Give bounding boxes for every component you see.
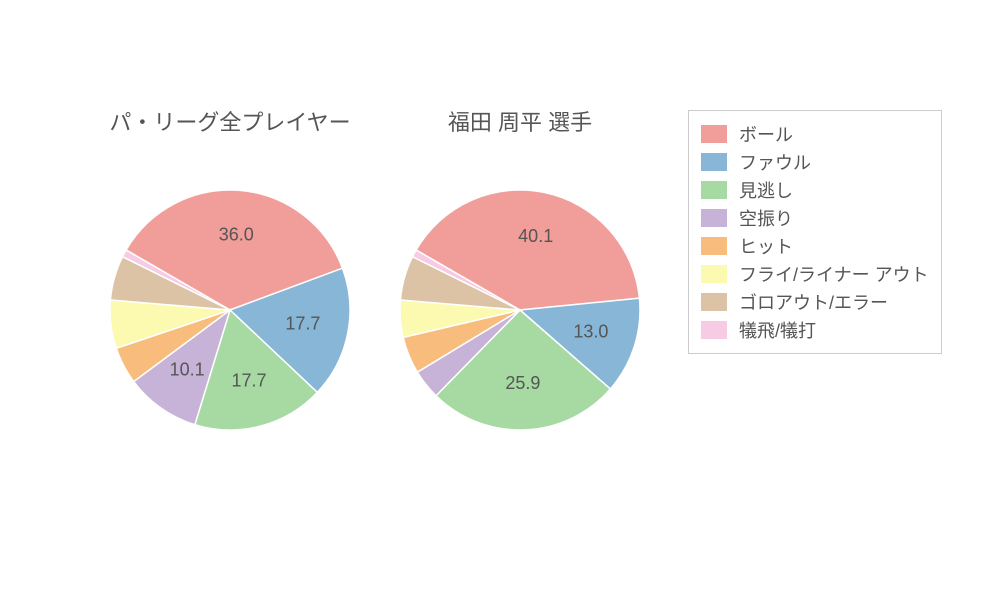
legend: ボールファウル見逃し空振りヒットフライ/ライナー アウトゴロアウト/エラー犠飛/… <box>688 110 942 354</box>
legend-label: ファウル <box>739 149 811 175</box>
pie-slice-label: 36.0 <box>219 225 254 245</box>
legend-label: 見逃し <box>739 177 793 203</box>
legend-swatch <box>701 209 727 227</box>
pie-slice-label: 25.9 <box>505 373 540 393</box>
legend-swatch <box>701 153 727 171</box>
pie-slice-label: 17.7 <box>232 371 267 391</box>
legend-item: フライ/ライナー アウト <box>701 261 929 287</box>
legend-swatch <box>701 125 727 143</box>
legend-item: ファウル <box>701 149 929 175</box>
legend-item: ゴロアウト/エラー <box>701 289 929 315</box>
pie-slice-label: 40.1 <box>518 226 553 246</box>
legend-label: ボール <box>739 121 793 147</box>
legend-item: 犠飛/犠打 <box>701 317 929 343</box>
legend-item: 空振り <box>701 205 929 231</box>
pie-slice-label: 17.7 <box>285 314 320 334</box>
pie-chart: 36.0 17.7 17.7 10.1 <box>70 150 390 470</box>
legend-label: フライ/ライナー アウト <box>739 261 929 287</box>
pie-slice-label: 10.1 <box>170 360 205 380</box>
legend-swatch <box>701 265 727 283</box>
legend-label: ゴロアウト/エラー <box>739 289 888 315</box>
legend-item: 見逃し <box>701 177 929 203</box>
pie-slice-label: 13.0 <box>573 321 608 341</box>
legend-item: ボール <box>701 121 929 147</box>
chart-container: パ・リーグ全プレイヤー 36.0 17.7 17.7 10.1 福田 周平 選手 40.1 1… <box>0 0 1000 600</box>
legend-swatch <box>701 321 727 339</box>
legend-label: ヒット <box>739 233 793 259</box>
legend-item: ヒット <box>701 233 929 259</box>
legend-swatch <box>701 237 727 255</box>
legend-label: 空振り <box>739 205 793 231</box>
pie-title: 福田 周平 選手 <box>370 105 670 137</box>
pie-title: パ・リーグ全プレイヤー <box>80 105 380 137</box>
pie-chart: 40.1 13.0 25.9 <box>360 150 680 470</box>
legend-swatch <box>701 181 727 199</box>
legend-label: 犠飛/犠打 <box>739 317 816 343</box>
legend-swatch <box>701 293 727 311</box>
